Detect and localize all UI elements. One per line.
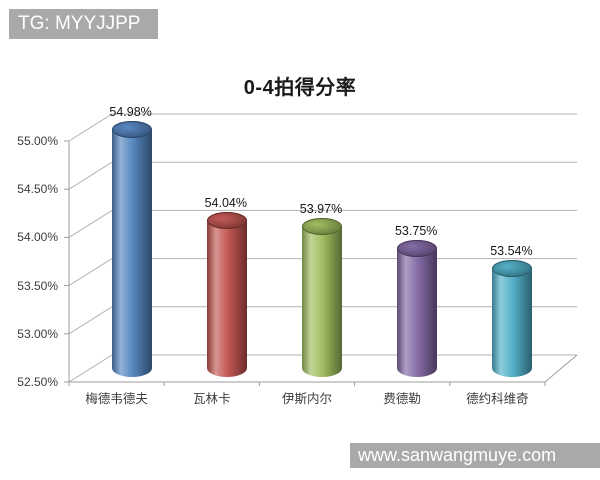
bar-cylinder-body [492,267,533,377]
x-axis-category-label: 瓦林卡 [193,392,231,406]
bar-cylinder-top [206,211,247,229]
bar-cylinder-body [397,247,438,377]
bar-cylinder-4 [397,239,438,377]
y-axis-label: 53.00% [17,326,58,341]
gridline-connector [68,354,113,383]
gridline-connector [68,113,113,142]
bar-cylinder-body [206,219,247,377]
gridline-connector [68,306,113,335]
gridline-connector [68,209,113,238]
x-axis-category-label: 费德勒 [383,392,421,406]
gridline-connector [68,161,113,190]
bar-cylinder-top [492,259,533,277]
x-axis-category-label: 梅德韦德夫 [85,392,148,406]
bar-value-label: 53.54% [490,243,533,258]
bar-cylinder-top [302,218,342,236]
bar-cylinder-2 [206,211,247,377]
watermark-url-banner: www.sanwangmuye.com [350,443,600,468]
x-axis-category-label: 德约科维奇 [466,392,529,406]
x-axis-category-label: 伊斯内尔 [281,392,332,406]
gridline-connector [68,258,113,287]
chart-title: 0-4拍得分率 [243,77,357,99]
bar-cylinder-body [302,226,342,377]
y-axis-label: 54.50% [17,182,58,197]
bar-value-label: 54.98% [109,104,152,119]
y-axis-label: 52.50% [17,375,58,389]
bar-cylinder-3 [302,218,342,377]
bar-cylinder-5 [492,259,533,377]
bar-cylinder-top [397,239,438,257]
bar-value-label: 53.75% [394,223,438,238]
floor-right-edge [544,354,578,383]
y-axis-label: 54.00% [17,230,58,245]
bar-value-label: 53.97% [299,202,343,217]
watermark-tag-banner: TG: MYYJJPP [9,9,158,39]
y-axis-label: 53.50% [17,278,58,293]
y-axis-label: 55.00% [17,134,58,148]
bar-cylinder-top [111,120,152,138]
bar-cylinder-body [111,128,152,377]
bar-cylinder-1 [111,120,152,377]
bar-value-label: 54.04% [204,195,247,210]
